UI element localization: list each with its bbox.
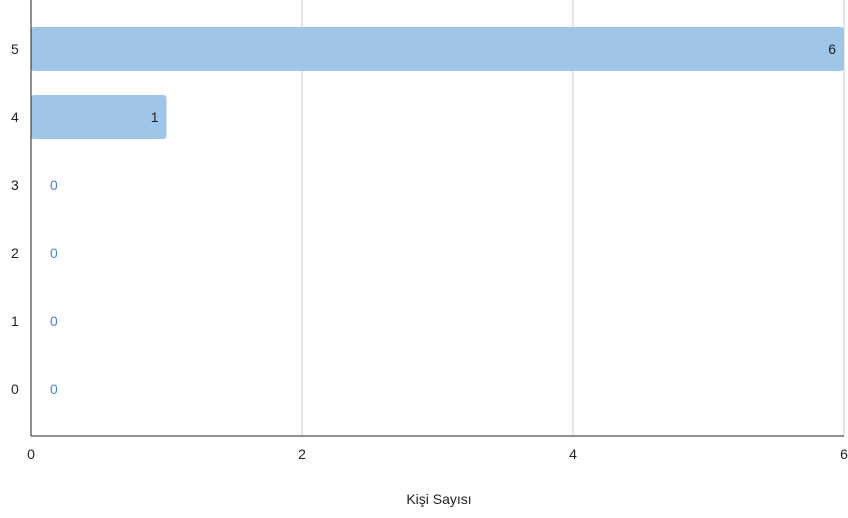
data-label-0: 0 [50,381,58,397]
data-label-2: 0 [50,245,58,261]
labels: 0 2 4 6 5 6 4 1 3 0 2 0 1 0 0 0 [11,41,848,462]
y-tick-label-4: 4 [11,109,19,125]
y-tick-label-2: 2 [11,245,19,261]
axes [30,0,844,437]
bars [31,27,844,139]
data-label-5: 6 [828,41,836,57]
x-tick-label-4: 4 [569,446,577,462]
bar-5 [31,27,844,71]
x-tick-label-0: 0 [27,446,35,462]
x-tick-label-6: 6 [840,446,848,462]
y-tick-label-0: 0 [11,381,19,397]
bar-4 [31,95,167,139]
x-tick-label-2: 2 [298,446,306,462]
data-label-4: 1 [151,109,159,125]
y-tick-label-1: 1 [11,313,19,329]
data-label-3: 0 [50,177,58,193]
y-tick-label-5: 5 [11,41,19,57]
gridlines [301,0,845,436]
data-label-1: 0 [50,313,58,329]
x-axis-title: Kişi Sayısı [406,491,471,507]
y-tick-label-3: 3 [11,177,19,193]
